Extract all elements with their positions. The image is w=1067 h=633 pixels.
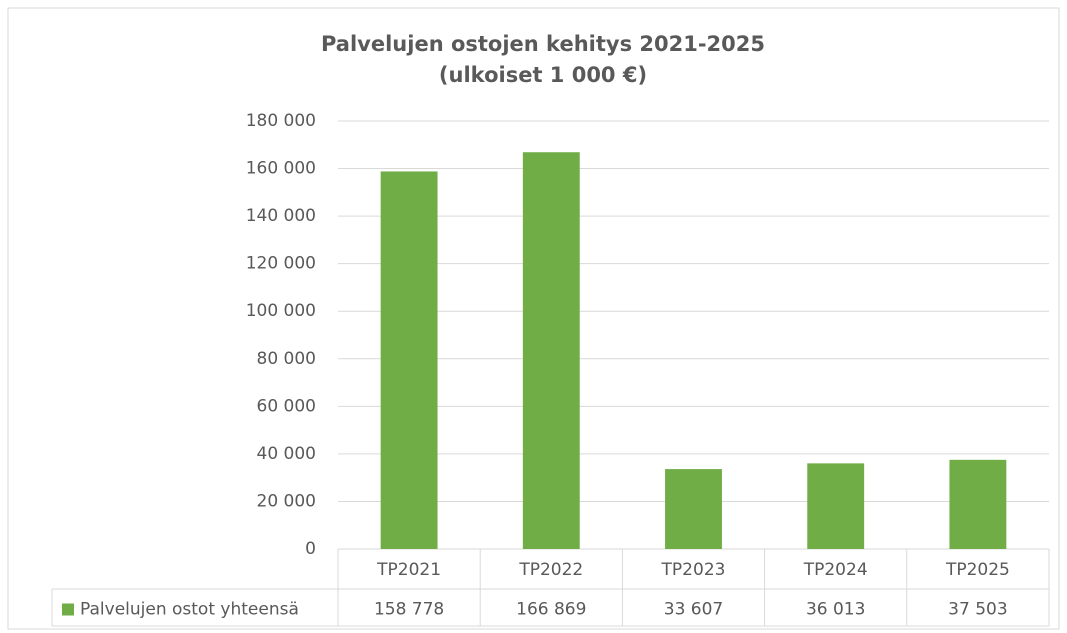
y-tick-label: 20 000 — [257, 491, 316, 511]
y-tick-label: 40 000 — [257, 444, 316, 464]
chart-subtitle: (ulkoiset 1 000 €) — [439, 63, 647, 87]
value-label: 36 013 — [806, 600, 865, 620]
bar — [380, 171, 438, 550]
x-tick-label: TP2023 — [661, 560, 726, 580]
y-tick-label: 180 000 — [246, 111, 316, 131]
bar — [665, 469, 722, 549]
x-tick-label: TP2022 — [518, 560, 583, 580]
value-label: 166 869 — [516, 600, 586, 620]
y-tick-label: 80 000 — [257, 349, 316, 369]
bar — [949, 459, 1007, 549]
x-tick-label: TP2025 — [945, 560, 1010, 580]
chart-title: Palvelujen ostojen kehitys 2021-2025 — [321, 32, 765, 56]
y-tick-label: 60 000 — [257, 396, 316, 416]
bar — [522, 152, 580, 549]
bar — [807, 463, 865, 549]
value-label: 37 503 — [948, 600, 1007, 620]
legend-key — [62, 603, 74, 616]
y-tick-label: 0 — [305, 539, 316, 559]
value-label: 158 778 — [374, 600, 444, 620]
y-tick-label: 160 000 — [246, 159, 316, 179]
y-tick-label: 140 000 — [246, 206, 316, 226]
x-tick-label: TP2024 — [803, 560, 868, 580]
x-tick-label: TP2021 — [376, 560, 441, 580]
y-tick-label: 120 000 — [246, 254, 316, 274]
legend-label: Palvelujen ostot yhteensä — [80, 600, 299, 620]
y-tick-label: 100 000 — [246, 301, 316, 321]
value-label: 33 607 — [664, 600, 723, 620]
